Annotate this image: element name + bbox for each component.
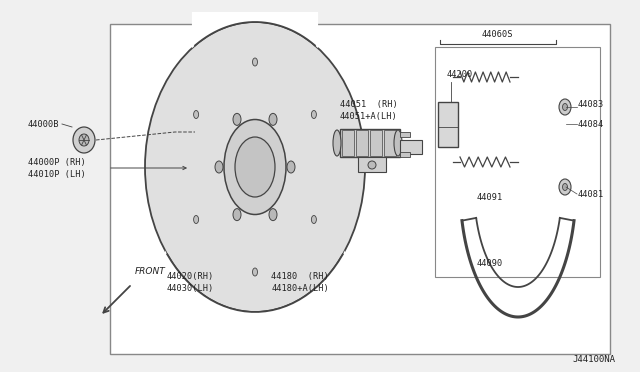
Bar [356,130,368,156]
Bar [438,102,458,147]
Ellipse shape [73,127,95,153]
Text: 44051  (RH): 44051 (RH) [340,99,397,109]
Bar [358,157,386,172]
Text: 44051+A(LH): 44051+A(LH) [340,112,397,121]
Ellipse shape [269,113,277,125]
Bar [435,47,600,277]
Text: 44091: 44091 [477,192,503,202]
Text: 44081: 44081 [578,189,604,199]
Text: 44030(LH): 44030(LH) [166,285,214,294]
Bar [400,132,410,137]
Ellipse shape [194,110,198,119]
Ellipse shape [233,113,241,125]
Ellipse shape [269,209,277,221]
Text: 44000B: 44000B [28,119,60,128]
Text: 44060S: 44060S [481,29,513,38]
Bar [384,130,396,156]
Text: 44020(RH): 44020(RH) [166,273,214,282]
Text: J44100NA: J44100NA [572,355,615,364]
Text: 44010P (LH): 44010P (LH) [28,170,86,179]
Text: 44200: 44200 [447,70,473,78]
Bar [342,130,354,156]
Text: 44083: 44083 [578,99,604,109]
Ellipse shape [559,179,571,195]
Ellipse shape [312,215,316,224]
Ellipse shape [215,161,223,173]
Bar [340,129,400,157]
Text: 44090: 44090 [477,260,503,269]
Ellipse shape [559,99,571,115]
Bar [370,130,382,156]
Ellipse shape [79,134,89,146]
Ellipse shape [253,58,257,66]
Text: 44000P (RH): 44000P (RH) [28,157,86,167]
Ellipse shape [333,130,341,156]
Ellipse shape [287,161,295,173]
Ellipse shape [194,215,198,224]
Polygon shape [192,12,318,48]
Text: 44180+A(LH): 44180+A(LH) [271,285,329,294]
Ellipse shape [394,130,402,156]
Text: FRONT: FRONT [135,267,166,276]
Ellipse shape [312,110,316,119]
Ellipse shape [253,268,257,276]
Ellipse shape [224,119,286,215]
Ellipse shape [368,161,376,169]
Bar [400,152,410,157]
Polygon shape [165,250,345,322]
Text: 44084: 44084 [578,119,604,128]
Ellipse shape [563,183,568,190]
Bar [110,24,610,354]
Bar [400,140,422,154]
Ellipse shape [563,103,568,110]
Ellipse shape [233,209,241,221]
Ellipse shape [145,22,365,312]
Text: 44180  (RH): 44180 (RH) [271,273,329,282]
Ellipse shape [235,137,275,197]
